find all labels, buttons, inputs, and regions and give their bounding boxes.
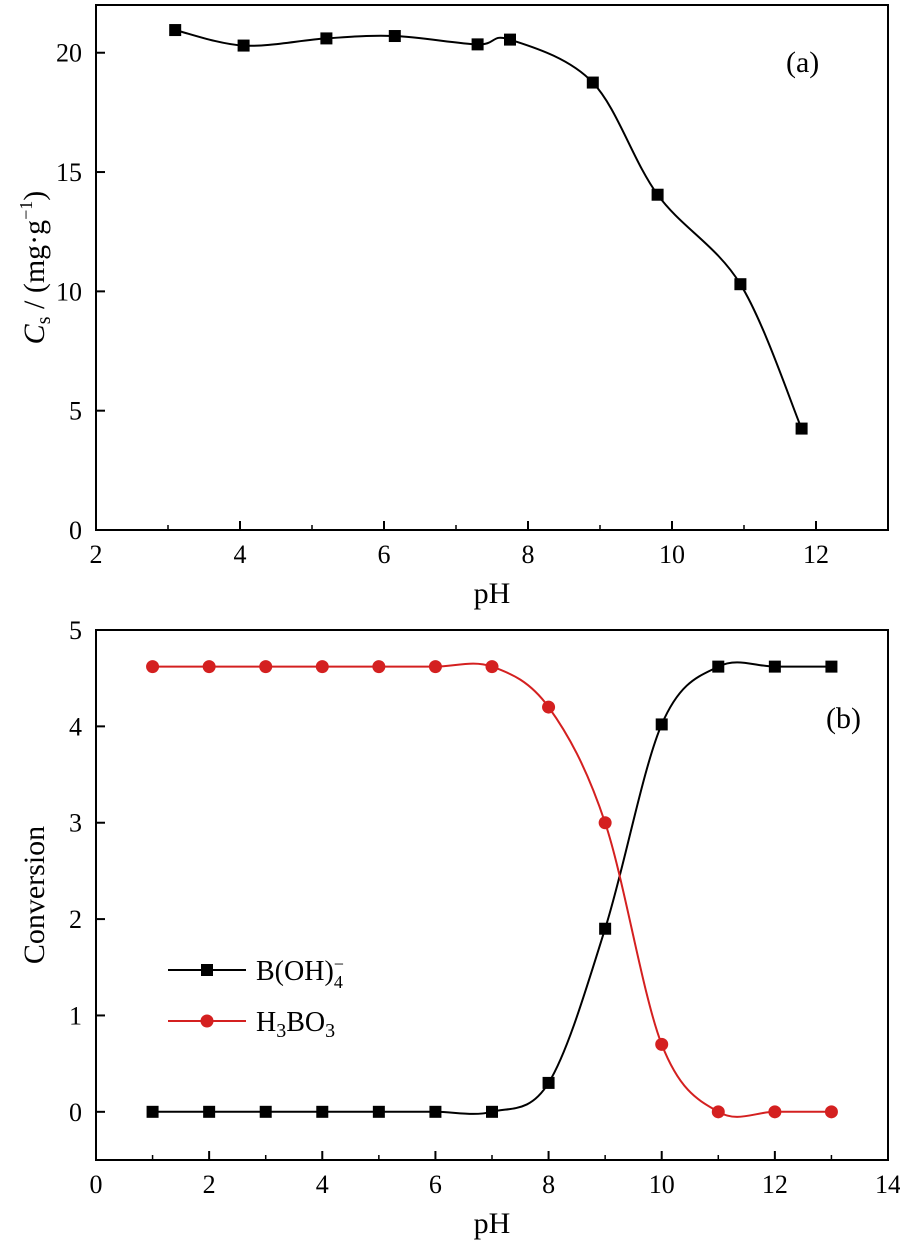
data-point-circle — [372, 660, 386, 674]
legend-label-h3bo3: H3BO3 — [256, 1007, 335, 1042]
data-point-circle — [655, 1037, 669, 1051]
data-point-square — [388, 30, 401, 43]
y-label-symbol: C — [18, 323, 51, 344]
data-point-circle — [146, 660, 160, 674]
data-point-square — [655, 718, 668, 731]
y-axis-label-b: Conversion — [18, 826, 51, 964]
x-tick-label: 6 — [378, 540, 391, 569]
data-point-square — [259, 1105, 272, 1118]
y-tick-label: 4 — [69, 712, 82, 741]
data-point-square — [712, 660, 725, 673]
y-tick-label: 5 — [69, 397, 82, 426]
x-tick-label: 2 — [90, 540, 103, 569]
data-point-square — [504, 33, 516, 46]
data-point-circle — [824, 1105, 838, 1119]
data-point-square — [169, 24, 182, 37]
x-tick-label: 0 — [90, 1170, 103, 1199]
data-point-square — [471, 38, 484, 51]
data-point-square — [203, 1105, 216, 1118]
data-point-circle — [598, 816, 612, 830]
fit-curve-a — [174, 29, 803, 429]
legend-label-boh4: B(OH)− 4 — [256, 954, 344, 992]
y-tick-label: 20 — [56, 39, 82, 68]
legend-h3bo3-p2: BO — [286, 1007, 325, 1038]
legend-boh4-main: B(OH) — [256, 956, 334, 987]
x-axis-label-b: pH — [474, 1207, 511, 1240]
y-tick-label: 1 — [69, 1001, 82, 1030]
panel-label-b: (b) — [826, 702, 861, 735]
x-tick-label: 12 — [803, 540, 829, 569]
x-tick-label: 6 — [429, 1170, 442, 1199]
data-point-square — [486, 1105, 498, 1118]
chart-panel-a: 2 4 6 8 10 12 0 5 10 15 20 (a) pH Cs / (mg·g−1) — [16, 4, 889, 610]
data-point-square — [542, 1076, 555, 1089]
legend-boh4-sub: 4 — [334, 972, 343, 992]
y-tick-label: 2 — [69, 905, 82, 934]
data-point-circle — [259, 660, 273, 674]
data-point-square — [734, 278, 747, 291]
legend-boh4-sup: − — [334, 954, 344, 974]
legend-h3bo3-p0: H — [256, 1007, 276, 1038]
panel-label-a: (a) — [786, 46, 819, 79]
x-tick-label: 14 — [875, 1170, 900, 1199]
data-point-square — [599, 922, 612, 935]
x-tick-label: 10 — [659, 540, 685, 569]
y-tick-label: 10 — [56, 277, 82, 306]
x-tick-label: 4 — [316, 1170, 329, 1199]
legend-marker-h3bo3 — [200, 1014, 214, 1028]
y-label-exponent: −1 — [16, 201, 36, 220]
data-point-circle — [428, 660, 442, 674]
data-point-square — [768, 660, 781, 673]
data-point-circle — [768, 1105, 782, 1119]
y-axis-label-a: Cs / (mg·g−1) — [16, 191, 55, 345]
data-point-circle — [202, 660, 216, 674]
data-point-square — [825, 660, 838, 673]
data-point-square — [316, 1105, 329, 1118]
x-tick-label: 10 — [649, 1170, 675, 1199]
x-tick-label: 12 — [762, 1170, 788, 1199]
y-label-unit: / (mg·g — [18, 220, 51, 317]
data-point-square — [372, 1105, 385, 1118]
y-tick-label: 5 — [69, 616, 82, 645]
data-point-circle — [711, 1105, 725, 1119]
legend-h3bo3-p3: 3 — [325, 1020, 335, 1042]
y-label-close: ) — [18, 191, 51, 201]
y-tick-label: 15 — [56, 158, 82, 187]
data-point-square — [795, 422, 808, 435]
x-tick-label: 4 — [234, 540, 247, 569]
legend-b: B(OH)− 4 H3BO3 — [168, 954, 344, 1042]
fit-curve-h3bo3 — [152, 662, 832, 1118]
data-point-square — [586, 76, 599, 89]
data-point-circle — [315, 660, 329, 674]
plot-frame-b — [95, 629, 889, 1161]
x-tick-label: 8 — [522, 540, 535, 569]
legend-h3bo3-p1: 3 — [276, 1020, 286, 1042]
data-point-circle — [542, 700, 556, 714]
data-point-square — [429, 1105, 442, 1118]
y-tick-label: 0 — [69, 1098, 82, 1127]
x-tick-label: 2 — [203, 1170, 216, 1199]
x-tick-label: 8 — [542, 1170, 555, 1199]
fit-curve-boh4 — [152, 661, 832, 1115]
markers-a — [169, 24, 808, 435]
x-axis-label-a: pH — [474, 577, 511, 610]
y-label-subscript: s — [33, 316, 55, 324]
data-point-square — [651, 188, 664, 201]
ticks-a: 2 4 6 8 10 12 0 5 10 15 20 — [56, 39, 829, 569]
y-tick-label: 0 — [69, 516, 82, 545]
y-tick-label: 3 — [69, 809, 82, 838]
plot-frame-a — [95, 4, 889, 531]
data-point-circle — [485, 660, 499, 674]
data-point-square — [320, 32, 333, 45]
legend-marker-boh4 — [201, 964, 213, 976]
data-point-square — [146, 1105, 159, 1118]
markers-b — [146, 660, 838, 1119]
data-point-square — [237, 39, 250, 52]
